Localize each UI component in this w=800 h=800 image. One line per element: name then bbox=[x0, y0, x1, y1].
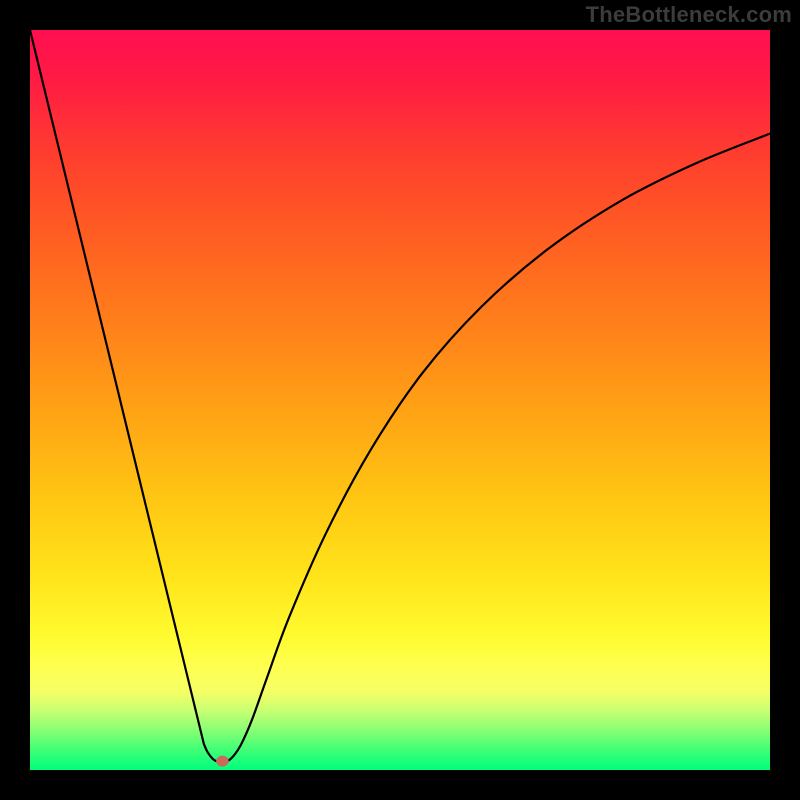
chart-svg bbox=[0, 0, 800, 800]
chart-stage: TheBottleneck.com bbox=[0, 0, 800, 800]
plot-background bbox=[30, 30, 770, 770]
vertex-marker bbox=[216, 756, 229, 767]
